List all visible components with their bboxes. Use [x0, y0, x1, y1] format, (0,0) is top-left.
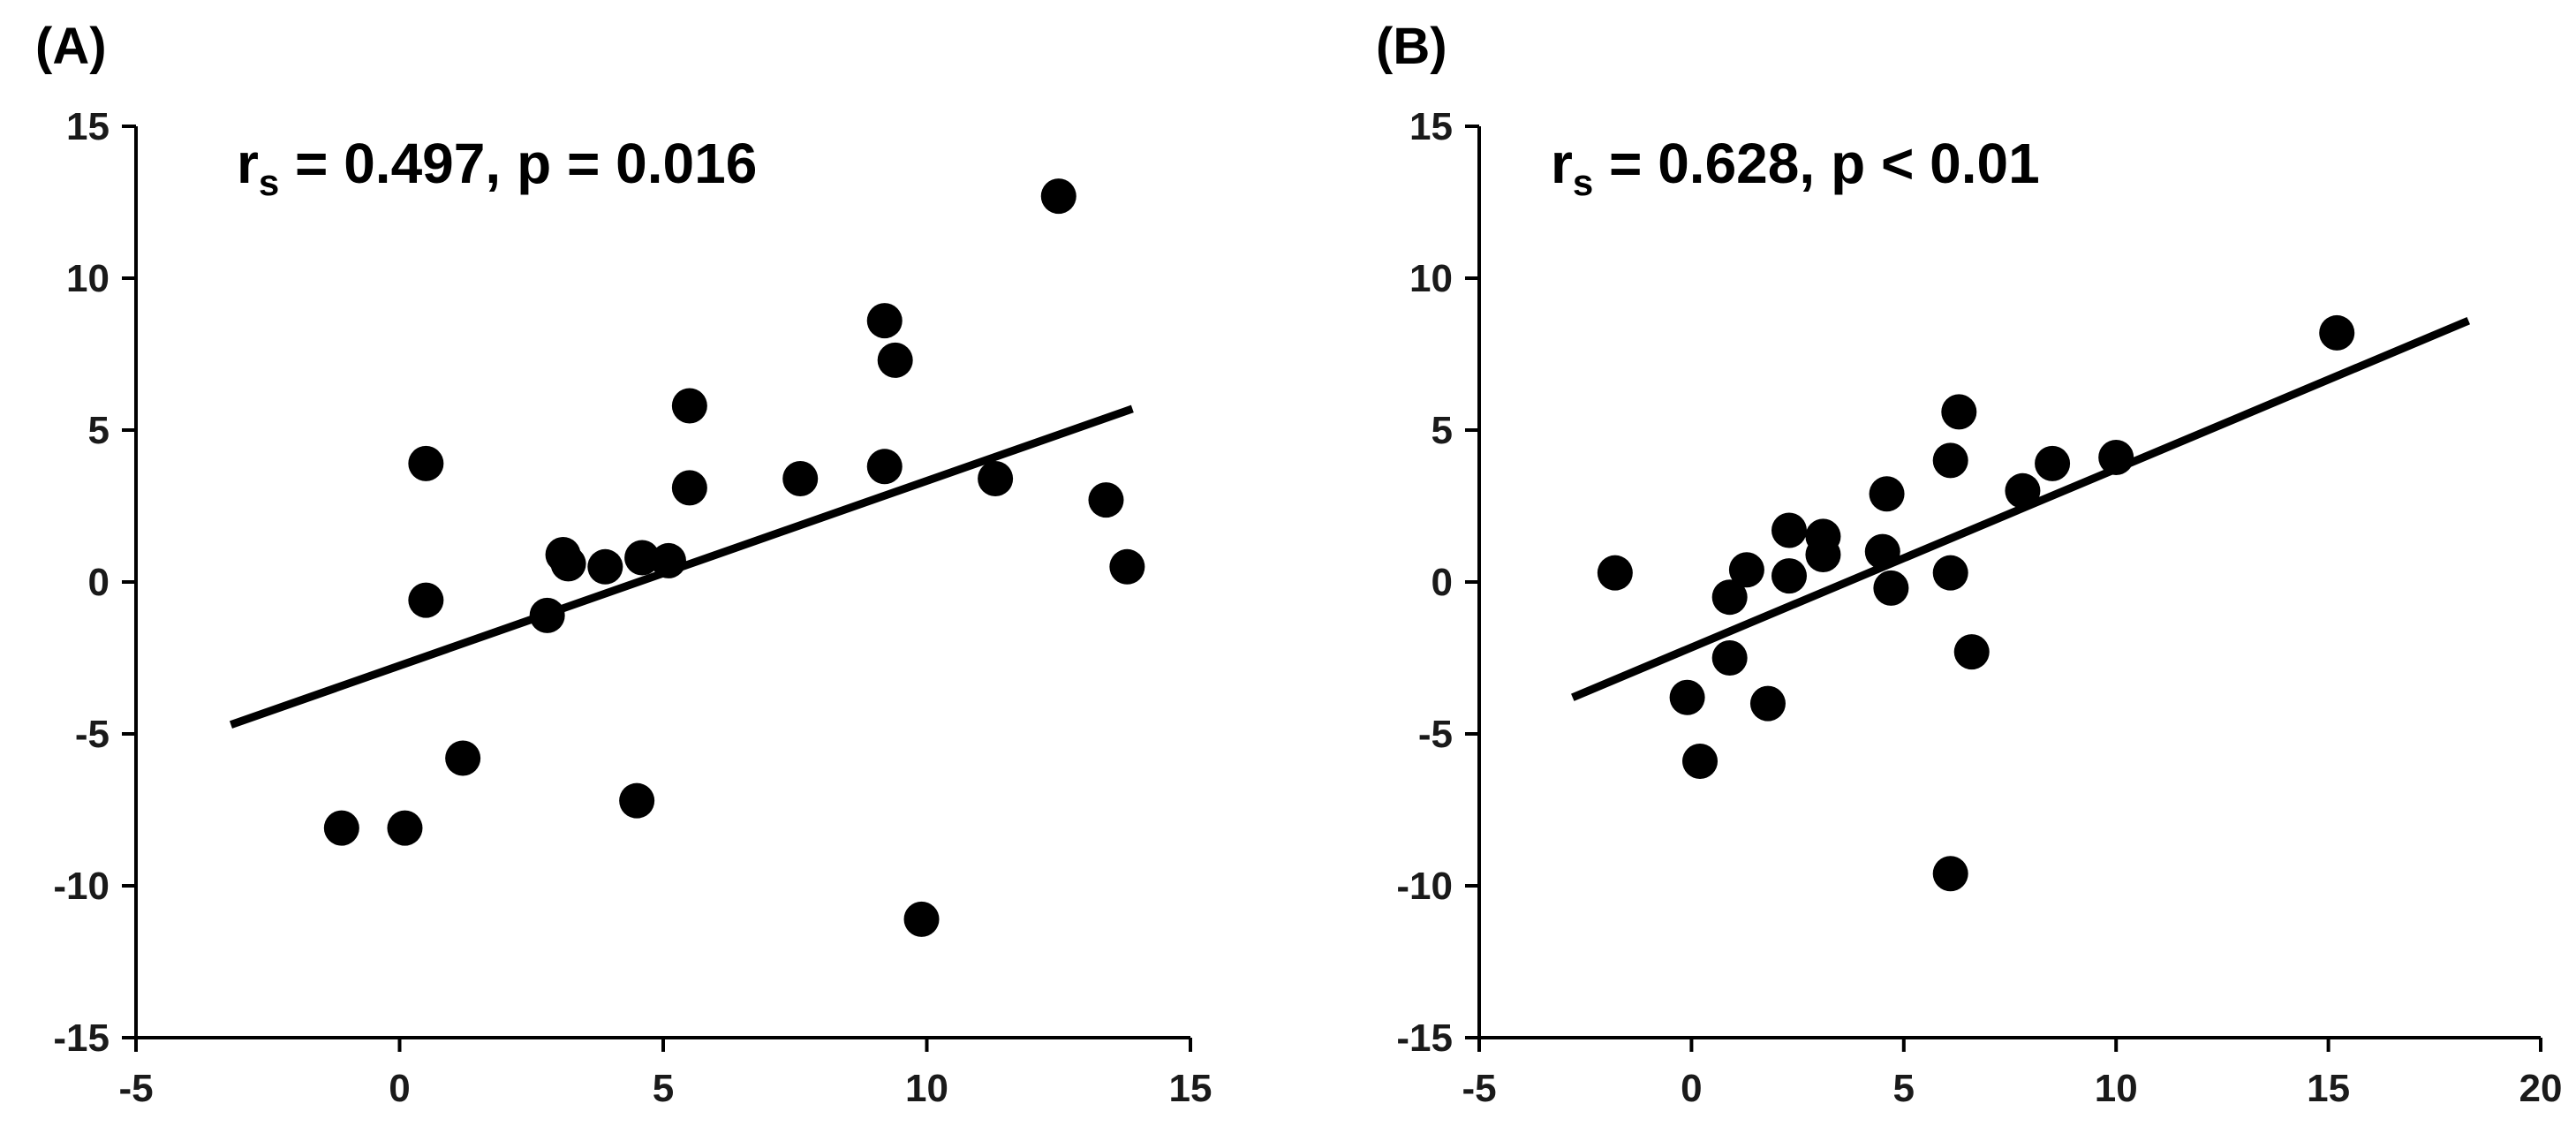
- y-tick-label-b: 5: [1432, 409, 1453, 452]
- stat-annotation-b: rs = 0.628, p < 0.01: [1551, 132, 2040, 203]
- marks-b: -15 -10 -5 0 5 10 15 -5 0 5 10 15 20: [1396, 105, 2562, 1110]
- data-point-b: [2319, 314, 2355, 351]
- y-tick-label-a: 0: [88, 561, 110, 604]
- data-point-a: [978, 461, 1014, 497]
- data-point-b: [1749, 685, 1786, 722]
- x-tick-label-b: 10: [2095, 1067, 2138, 1110]
- data-point-a: [903, 901, 940, 937]
- x-tick-label-a: -5: [118, 1067, 153, 1110]
- y-tick-label-a: 5: [88, 409, 110, 452]
- data-point-b: [1597, 555, 1633, 591]
- y-tick-label-a: 10: [66, 257, 110, 300]
- panel-b: (B) rs = 0.628, p < 0.01 -15 -10 -5 0 5 10 15 -5…: [1376, 18, 2562, 1110]
- data-point-a: [529, 597, 565, 633]
- panel-label-b: (B): [1376, 18, 1447, 75]
- data-point-b: [1873, 570, 1909, 606]
- trendline-b: [1571, 317, 2471, 701]
- data-point-a: [650, 542, 686, 578]
- data-point-a: [671, 470, 707, 506]
- x-tick-label-a: 0: [389, 1067, 410, 1110]
- x-tick-label-b: 20: [2519, 1067, 2563, 1110]
- data-point-b: [1682, 743, 1719, 779]
- data-point-b: [1669, 679, 1705, 715]
- data-point-a: [877, 342, 913, 378]
- axes-a: [134, 126, 1190, 1039]
- data-point-b: [1932, 442, 1968, 479]
- axes-b: [1477, 126, 2541, 1039]
- y-tick-label-a: -15: [53, 1016, 110, 1060]
- data-point-b: [1953, 634, 1990, 670]
- data-point-a: [1088, 482, 1124, 518]
- x-tick-label-a: 15: [1169, 1067, 1212, 1110]
- data-point-a: [587, 548, 623, 585]
- data-point-a: [782, 461, 819, 497]
- data-point-b: [1864, 533, 1900, 570]
- data-point-b: [1932, 555, 1968, 591]
- data-point-b: [1941, 394, 1977, 430]
- marks-a: -15 -10 -5 0 5 10 15 -5 0 5 10 15: [53, 105, 1212, 1110]
- data-point-b: [2098, 439, 2134, 475]
- data-point-a: [866, 449, 903, 485]
- y-tick-label-b: 10: [1409, 257, 1453, 300]
- data-point-b: [1869, 476, 1905, 512]
- data-point-a: [619, 782, 655, 819]
- x-tick-label-b: 15: [2307, 1067, 2350, 1110]
- x-tick-label-a: 10: [905, 1067, 948, 1110]
- data-point-a: [445, 740, 481, 776]
- x-tick-label-a: 5: [653, 1067, 674, 1110]
- data-point-b: [1728, 552, 1764, 588]
- data-point-a: [1040, 178, 1076, 215]
- y-tick-label-b: -5: [1418, 713, 1453, 756]
- y-tick-label-b: 15: [1409, 105, 1453, 148]
- data-point-a: [550, 546, 586, 582]
- data-point-b: [1805, 537, 1841, 573]
- data-point-a: [866, 303, 903, 339]
- data-point-b: [1771, 512, 1807, 548]
- stat-annotation-a: rs = 0.497, p = 0.016: [237, 132, 757, 203]
- data-point-a: [624, 540, 661, 576]
- data-point-a: [671, 388, 707, 424]
- panel-a: (A) rs = 0.497, p = 0.016 -15-10-5051015-…: [35, 18, 1212, 1110]
- y-tick-label-a: -10: [53, 865, 110, 908]
- data-point-a: [387, 810, 423, 846]
- panel-label-a: (A): [35, 18, 107, 75]
- y-tick-label-a: 15: [66, 105, 110, 148]
- data-point-a: [1109, 548, 1145, 585]
- x-tick-label-b: 0: [1681, 1067, 1702, 1110]
- data-point-b: [1711, 579, 1748, 616]
- data-point-b: [1771, 558, 1807, 594]
- y-tick-label-b: -15: [1396, 1016, 1453, 1060]
- data-point-a: [408, 582, 444, 618]
- data-point-b: [1932, 856, 1968, 892]
- y-tick-label-a: -5: [75, 713, 110, 756]
- y-tick-label-b: 0: [1432, 561, 1453, 604]
- data-point-a: [323, 810, 359, 846]
- x-tick-label-b: -5: [1462, 1067, 1496, 1110]
- data-point-b: [2035, 445, 2071, 481]
- data-point-a: [408, 445, 444, 481]
- data-point-b: [2005, 472, 2041, 509]
- x-tick-label-b: 5: [1893, 1067, 1915, 1110]
- data-point-b: [1711, 640, 1748, 676]
- y-tick-label-b: -10: [1396, 865, 1453, 908]
